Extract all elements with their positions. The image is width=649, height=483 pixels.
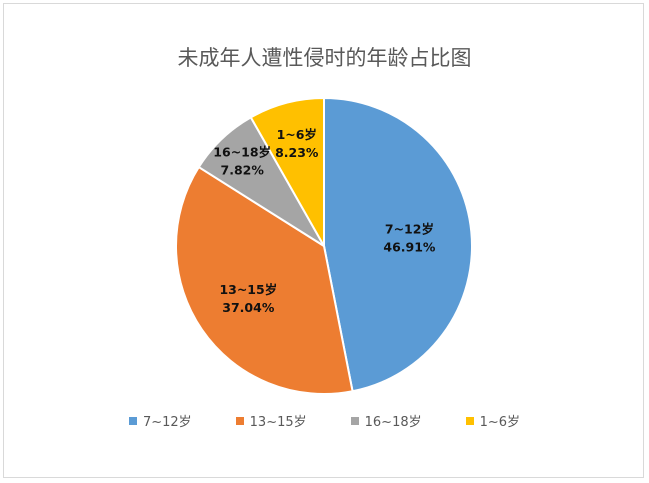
legend-label: 13~15岁 <box>249 415 307 430</box>
legend: 7~12岁 13~15岁 16~18岁 1~6岁 <box>0 411 649 430</box>
slice-value-label: 8.23% <box>275 145 319 160</box>
legend-item: 1~6岁 <box>465 411 521 430</box>
legend-swatch <box>465 416 474 425</box>
pie-slice <box>175 165 354 395</box>
chart-title: 未成年人遭性侵时的年龄占比图 <box>177 46 472 70</box>
legend-item: 16~18岁 <box>350 411 422 430</box>
legend-swatch <box>350 416 359 425</box>
slice-value-label: 46.91% <box>383 240 436 255</box>
slice-category-label: 1~6岁 <box>277 127 317 142</box>
legend-swatch <box>235 416 244 425</box>
slice-category-label: 7~12岁 <box>385 222 434 237</box>
slice-category-label: 16~18岁 <box>213 144 271 159</box>
legend-swatch <box>128 416 137 425</box>
pie-slice <box>249 96 325 250</box>
legend-item: 13~15岁 <box>235 411 307 430</box>
slice-category-label: 13~15岁 <box>219 282 277 297</box>
legend-label: 1~6岁 <box>479 415 521 430</box>
slice-value-label: 7.82% <box>221 162 265 177</box>
legend-item: 7~12岁 <box>128 411 192 430</box>
legend-label: 16~18岁 <box>364 415 422 430</box>
pie-slice <box>323 96 473 393</box>
slice-value-label: 37.04% <box>222 300 275 315</box>
legend-label: 7~12岁 <box>142 415 192 430</box>
